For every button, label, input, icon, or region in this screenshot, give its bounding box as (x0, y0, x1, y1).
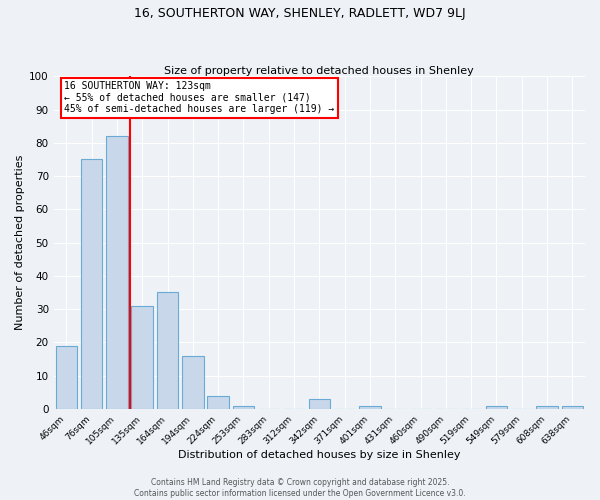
Title: Size of property relative to detached houses in Shenley: Size of property relative to detached ho… (164, 66, 474, 76)
Y-axis label: Number of detached properties: Number of detached properties (15, 155, 25, 330)
Bar (81, 160, 103, 409)
Bar (182, 356, 203, 409)
Text: 16 SOUTHERTON WAY: 123sqm
← 55% of detached houses are smaller (147)
45% of semi: 16 SOUTHERTON WAY: 123sqm ← 55% of detac… (64, 82, 335, 114)
Text: Contains HM Land Registry data © Crown copyright and database right 2025.
Contai: Contains HM Land Registry data © Crown c… (134, 478, 466, 498)
Bar (485, 406, 507, 409)
X-axis label: Distribution of detached houses by size in Shenley: Distribution of detached houses by size … (178, 450, 461, 460)
Bar (536, 406, 558, 409)
Bar (131, 306, 153, 409)
Bar (308, 399, 330, 409)
Bar (359, 406, 380, 409)
Bar (56, 346, 77, 409)
Bar (157, 292, 178, 409)
Bar (562, 406, 583, 409)
Bar (208, 396, 229, 409)
Bar (233, 406, 254, 409)
Bar (106, 136, 128, 409)
Text: 16, SOUTHERTON WAY, SHENLEY, RADLETT, WD7 9LJ: 16, SOUTHERTON WAY, SHENLEY, RADLETT, WD… (134, 8, 466, 20)
